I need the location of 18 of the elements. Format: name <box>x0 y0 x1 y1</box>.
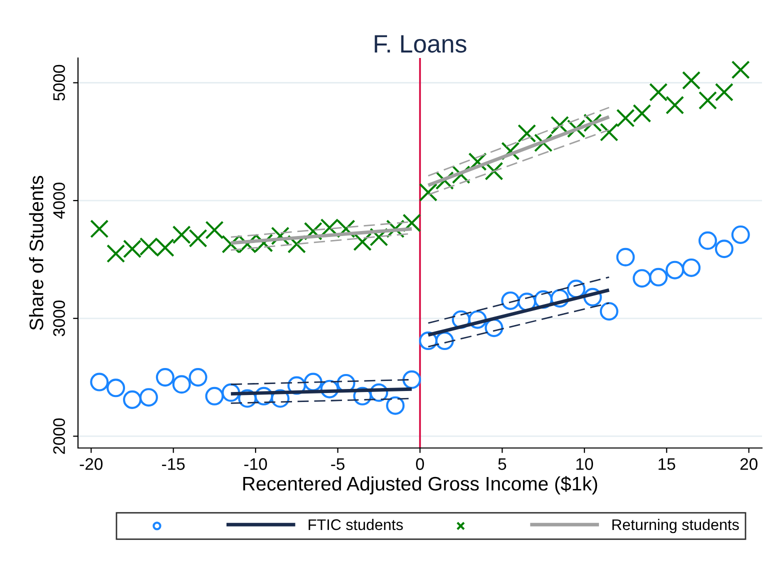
x-tick-label: 5 <box>498 458 506 470</box>
x-tick-label: 20 <box>740 458 758 470</box>
y-tick-label: 4000 <box>53 182 65 219</box>
x-tick-label: -15 <box>162 458 185 470</box>
y-tick-label: 3000 <box>53 300 65 336</box>
x-tick-label: 10 <box>576 458 594 470</box>
x-tick-label: 15 <box>658 458 676 470</box>
y-tick-label: 5000 <box>53 64 65 101</box>
x-tick-label: -10 <box>244 458 267 470</box>
legend-label: FTIC students <box>308 518 403 530</box>
x-tick-label: -20 <box>80 458 103 470</box>
y-axis-title: Share of Students <box>29 176 44 330</box>
x-tick-label: -5 <box>331 458 344 470</box>
x-tick-label: 0 <box>416 458 424 470</box>
y-tick-label: 2000 <box>53 418 65 454</box>
x-axis-title: Recentered Adjusted Gross Income ($1k) <box>243 476 598 494</box>
legend-label: Returning students <box>612 518 739 534</box>
chart-title: F. Loans <box>374 35 466 53</box>
